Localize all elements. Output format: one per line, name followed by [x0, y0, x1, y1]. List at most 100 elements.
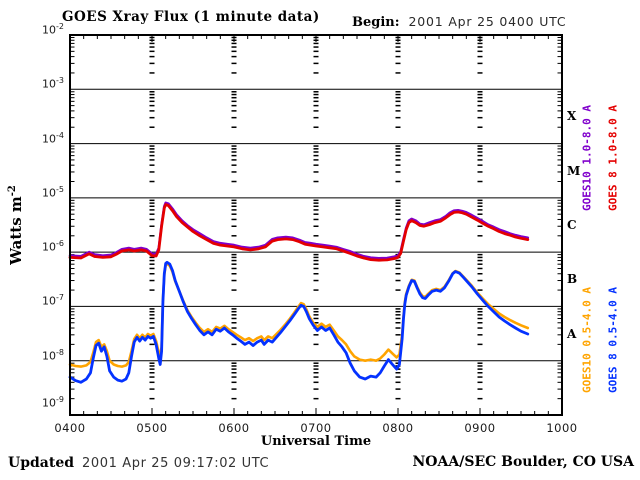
hour-gridline-dash	[231, 205, 237, 208]
hour-gridline-dash	[313, 96, 319, 99]
hour-gridline-dash	[477, 209, 483, 211]
hour-gridline-dash	[395, 145, 401, 147]
hour-gridline-dash	[149, 368, 155, 370]
x-tick-label: 0900	[464, 421, 496, 435]
hour-gridline-dash	[231, 180, 237, 183]
hour-gridline-dash	[231, 148, 237, 150]
hour-gridline-dash	[477, 154, 483, 157]
hour-gridline-dash	[149, 46, 155, 48]
x-tick-label: 0500	[136, 421, 168, 435]
hour-gridline-dash	[231, 256, 237, 259]
hour-gridline-dash	[149, 110, 155, 112]
hour-gridline-dash	[313, 104, 319, 107]
hour-gridline-dash	[395, 46, 401, 48]
hour-gridline-dash	[395, 209, 401, 211]
hour-gridline-dash	[395, 159, 401, 161]
x-axis-title: Universal Time	[260, 434, 372, 449]
hour-gridline-dash	[231, 91, 237, 93]
begin-timestamp: Begin: 2001 Apr 25 0400 UTC	[352, 14, 566, 30]
hour-gridline-dash	[149, 116, 155, 119]
y-tick-label: 10-8	[42, 347, 64, 363]
hour-gridline-dash	[313, 381, 319, 384]
hour-gridline-dash	[477, 310, 483, 313]
hour-gridline-dash	[149, 202, 155, 204]
y-axis-title-exponent: -2	[7, 185, 18, 197]
hour-gridline-dash	[313, 93, 319, 96]
hour-gridline-dash	[313, 199, 319, 202]
hour-gridline-dash	[313, 154, 319, 157]
hour-gridline-dash	[231, 327, 237, 329]
hour-gridline-dash	[231, 100, 237, 103]
hour-gridline-dash	[477, 110, 483, 112]
hour-gridline-dash	[231, 151, 237, 153]
hour-gridline-dash	[149, 289, 155, 291]
hour-gridline-dash	[477, 365, 483, 367]
hour-gridline-dash	[231, 213, 237, 215]
hour-gridline-dash	[395, 314, 401, 316]
hour-gridline-dash	[395, 213, 401, 215]
hour-gridline-dash	[395, 289, 401, 291]
hour-gridline-dash	[477, 388, 483, 390]
hour-gridline-dash	[395, 317, 401, 320]
hour-gridline-dash	[149, 164, 155, 166]
hour-gridline-dash	[313, 314, 319, 316]
hour-gridline-dash	[477, 62, 483, 65]
hour-gridline-dash	[231, 376, 237, 378]
hour-gridline-dash	[149, 126, 155, 128]
hour-gridline-dash	[313, 376, 319, 378]
x-tick-label: 0400	[54, 421, 86, 435]
hour-gridline-dash	[313, 205, 319, 208]
hour-gridline-dash	[395, 205, 401, 208]
flare-class-letter-b: B	[567, 272, 578, 287]
updated-label: Updated	[8, 455, 75, 471]
flare-class-letter-x: X	[567, 109, 577, 124]
hour-gridline-dash	[231, 272, 237, 275]
hour-gridline-dash	[477, 202, 483, 204]
hour-gridline-dash	[149, 96, 155, 99]
hour-gridline-dash	[477, 164, 483, 166]
flux-curve-goes-8-1-0-8-0-a	[68, 203, 530, 262]
hour-gridline-dash	[231, 96, 237, 99]
y-tick-label: 10-9	[42, 395, 64, 410]
hour-gridline-dash	[149, 205, 155, 208]
hour-gridline-dash	[477, 314, 483, 316]
x-tick-label: 0800	[382, 421, 414, 435]
hour-gridline-dash	[149, 310, 155, 313]
hour-gridline-dash	[395, 100, 401, 103]
hour-gridline-dash	[477, 50, 483, 53]
hour-gridline-dash	[231, 322, 237, 324]
hour-gridline-dash	[149, 209, 155, 211]
updated-timestamp: Updated 2001 Apr 25 09:17:02 UTC	[8, 455, 269, 471]
hour-gridline-dash	[149, 279, 155, 282]
hour-gridline-dash	[231, 259, 237, 262]
hour-gridline-dash	[149, 376, 155, 378]
hour-gridline-dash	[231, 159, 237, 161]
hour-gridline-dash	[395, 322, 401, 324]
hour-gridline-dash	[313, 368, 319, 370]
hour-gridline-dash	[149, 322, 155, 324]
hour-gridline-dash	[231, 381, 237, 384]
hour-gridline-dash	[395, 93, 401, 96]
hour-gridline-dash	[477, 289, 483, 291]
hour-gridline-dash	[149, 381, 155, 384]
y-tick-label: 10-6	[42, 239, 64, 254]
hour-gridline-dash	[149, 314, 155, 316]
hour-gridline-dash	[313, 145, 319, 147]
hour-gridline-dash	[231, 72, 237, 74]
hour-gridline-dash	[395, 310, 401, 313]
hour-gridline-dash	[477, 126, 483, 128]
hour-gridline-dash	[477, 279, 483, 282]
hour-gridline-dash	[477, 317, 483, 320]
hour-gridline-dash	[313, 91, 319, 93]
hour-gridline-dash	[149, 180, 155, 183]
hour-gridline-dash	[395, 267, 401, 270]
hour-gridline-dash	[477, 253, 483, 256]
hour-gridline-dash	[395, 171, 401, 173]
hour-gridline-dash	[231, 62, 237, 65]
hour-gridline-dash	[149, 199, 155, 202]
flux-curve-goes10-0-5-4-0-a	[68, 262, 530, 368]
hour-gridline-dash	[149, 327, 155, 329]
hour-gridline-dash	[395, 259, 401, 262]
hour-gridline-dash	[313, 100, 319, 103]
hour-gridline-dash	[313, 308, 319, 310]
